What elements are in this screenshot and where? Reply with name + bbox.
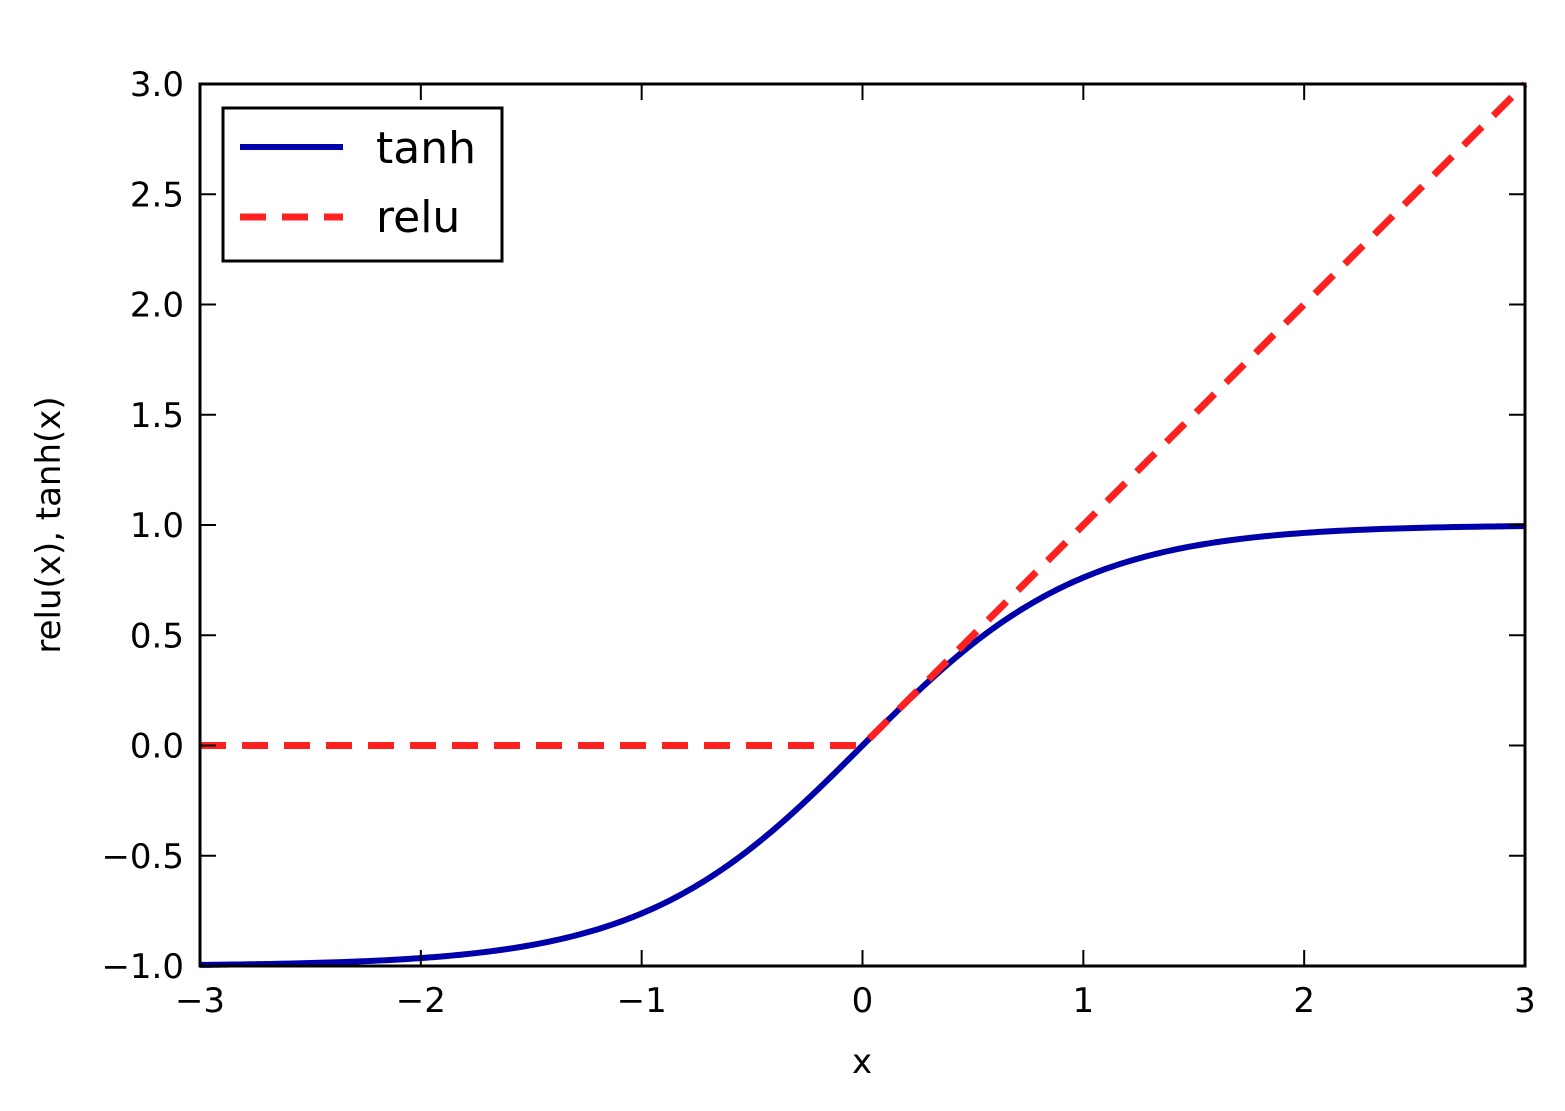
tick-labels: −3 −2 −1 0 1 2 3 −1.0 −0.5 0.0 0.5 1.0 1.5 2.0 2.5 3.0 xyxy=(101,65,1535,1021)
series-line-tanh xyxy=(199,523,1526,968)
x-tick-label: −2 xyxy=(396,981,446,1021)
y-tick-label: 0.5 xyxy=(130,616,184,656)
y-tick-label: 1.0 xyxy=(130,506,184,546)
legend: tanh relu xyxy=(221,106,504,263)
y-tick-label: 2.5 xyxy=(130,175,184,215)
legend-label-tanh: tanh xyxy=(376,123,476,174)
legend-box xyxy=(221,106,504,263)
x-axis-label: x xyxy=(852,1042,872,1082)
series-line-relu xyxy=(200,81,1528,749)
y-tick-label: 0.0 xyxy=(130,727,184,767)
y-axis-label: relu(x), tanh(x) xyxy=(29,396,69,653)
y-tick-label: −1.0 xyxy=(101,947,184,987)
x-tick-label: 1 xyxy=(1073,981,1095,1021)
x-tick-label: −3 xyxy=(175,981,225,1021)
y-tick-label: −0.5 xyxy=(101,837,184,877)
x-tick-label: 2 xyxy=(1293,981,1315,1021)
x-tick-label: −1 xyxy=(617,981,667,1021)
x-tick-label: 3 xyxy=(1514,981,1536,1021)
y-tick-label: 1.5 xyxy=(130,396,184,436)
y-tick-label: 3.0 xyxy=(130,65,184,105)
ticks xyxy=(199,83,1526,967)
legend-label-relu: relu xyxy=(376,192,460,243)
x-tick-label: 0 xyxy=(852,981,874,1021)
y-tick-label: 2.0 xyxy=(130,286,184,326)
